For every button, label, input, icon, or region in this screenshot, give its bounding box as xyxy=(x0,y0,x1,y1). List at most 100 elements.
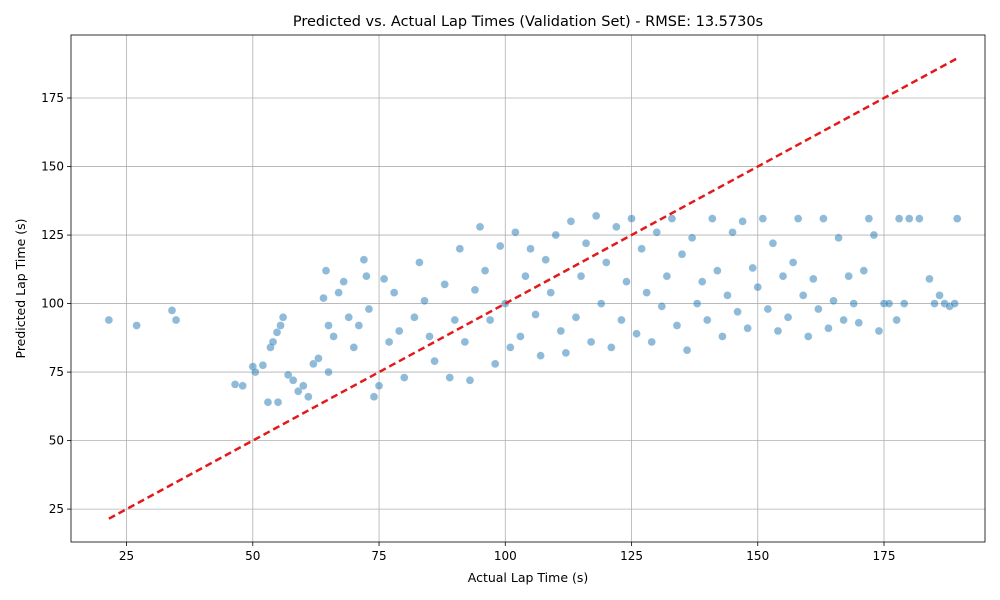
scatter-point xyxy=(359,255,369,264)
scatter-point xyxy=(230,380,240,389)
scatter-point xyxy=(521,271,530,281)
x-tick-label: 100 xyxy=(494,549,517,563)
scatter-point xyxy=(374,381,384,391)
scatter-point xyxy=(379,274,389,284)
scatter-point xyxy=(809,274,818,284)
scatter-point xyxy=(490,359,500,369)
scatter-point xyxy=(793,214,803,223)
scatter-point xyxy=(874,326,884,336)
reference-line xyxy=(108,57,958,520)
y-tick-label: 25 xyxy=(49,502,64,516)
scatter-point xyxy=(288,376,298,385)
scatter-point xyxy=(682,345,692,355)
scatter-point xyxy=(763,304,773,314)
scatter-point xyxy=(829,296,838,306)
scatter-point xyxy=(445,373,454,382)
scatter-point xyxy=(773,326,783,336)
scatter-point xyxy=(718,332,727,341)
scatter-point xyxy=(778,271,788,281)
scatter-point xyxy=(304,392,313,402)
scatter-point xyxy=(455,244,465,254)
scatter-point xyxy=(475,222,485,232)
scatter-point xyxy=(324,321,333,330)
scatter-point xyxy=(556,326,566,336)
scatter-point xyxy=(420,296,429,306)
y-axis-label: Predicted Lap Time (s) xyxy=(13,218,28,358)
scatter-point xyxy=(884,299,894,308)
scatter-points xyxy=(104,211,962,407)
x-tick-label: 75 xyxy=(371,549,386,563)
scatter-point xyxy=(369,392,379,402)
scatter-point xyxy=(425,332,434,341)
y-tick-label: 125 xyxy=(41,228,64,242)
scatter-point xyxy=(511,228,520,237)
scatter-point xyxy=(708,214,717,223)
scatter-point xyxy=(293,387,303,396)
scatter-point xyxy=(167,306,177,315)
scatter-point xyxy=(748,263,757,273)
scatter-point xyxy=(687,233,697,243)
scatter-point xyxy=(536,351,545,360)
scatter-point xyxy=(263,397,273,407)
scatter-point xyxy=(662,271,672,281)
scatter-point xyxy=(104,315,114,325)
scatter-point xyxy=(657,302,667,311)
scatter-point xyxy=(354,321,364,330)
scatter-point xyxy=(607,343,616,352)
scatter-point xyxy=(415,258,424,267)
scatter-point xyxy=(299,381,308,391)
scatter-point xyxy=(723,291,732,300)
scatter-point xyxy=(925,274,934,284)
scatter-point xyxy=(758,214,768,223)
scatter-point xyxy=(506,343,515,352)
x-tick-label: 125 xyxy=(620,549,643,563)
scatter-point xyxy=(738,217,747,226)
scatter-point xyxy=(798,291,808,300)
scatter-point xyxy=(384,337,394,347)
y-tick-label: 150 xyxy=(41,160,64,174)
scatter-point xyxy=(268,337,278,347)
scatter-point xyxy=(899,299,909,308)
scatter-point xyxy=(410,313,419,322)
scatter-point xyxy=(586,337,596,347)
scatter-point xyxy=(753,282,763,292)
scatter-point xyxy=(495,241,505,251)
scatter-point xyxy=(617,315,626,325)
scatter-point xyxy=(849,299,858,308)
scatter-point xyxy=(892,315,901,325)
scatter-point xyxy=(733,307,742,317)
x-axis-label: Actual Lap Time (s) xyxy=(468,570,589,585)
scatter-point xyxy=(541,255,550,264)
x-tick-label: 25 xyxy=(119,549,134,563)
scatter-point xyxy=(602,258,611,267)
scatter-point xyxy=(251,367,260,377)
scatter-point xyxy=(952,214,962,223)
scatter-point xyxy=(450,315,460,325)
scatter-point xyxy=(642,288,651,297)
x-tick-label: 175 xyxy=(873,549,896,563)
scatter-point xyxy=(526,244,535,254)
scatter-point xyxy=(485,315,495,325)
scatter-point xyxy=(697,277,707,286)
scatter-point xyxy=(728,228,737,237)
scatter-point xyxy=(814,304,823,314)
scatter-point xyxy=(546,288,555,297)
scatter-point xyxy=(531,310,540,319)
scatter-point xyxy=(349,343,359,352)
y-tick-label: 100 xyxy=(41,297,64,311)
scatter-point xyxy=(647,337,656,347)
scatter-point xyxy=(334,288,343,297)
scatter-point xyxy=(329,332,338,341)
scatter-point xyxy=(551,230,561,240)
scatter-point xyxy=(516,332,525,341)
scatter-point xyxy=(561,348,571,358)
x-tick-label: 150 xyxy=(746,549,769,563)
scatter-point xyxy=(627,214,636,223)
scatter-point xyxy=(915,214,924,223)
scatter-point xyxy=(470,285,480,295)
plot-frame xyxy=(70,34,986,543)
scatter-point xyxy=(171,315,181,325)
scatter-point xyxy=(768,239,778,248)
scatter-point xyxy=(622,277,631,286)
